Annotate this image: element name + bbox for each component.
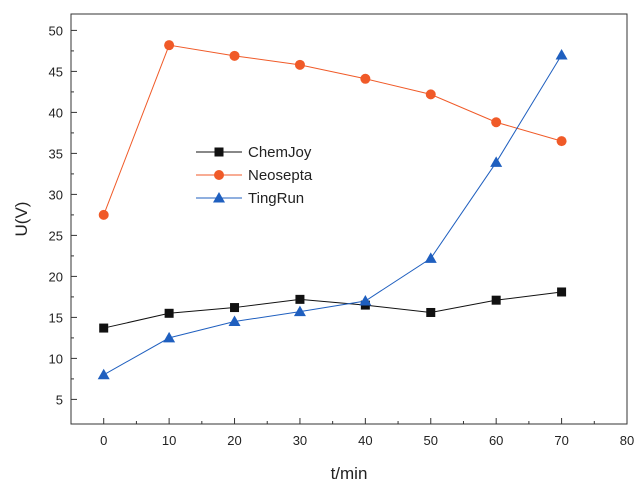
- legend-item-neosepta: Neosepta: [196, 167, 313, 184]
- y-tick-label: 40: [49, 105, 63, 120]
- x-axis-title: t/min: [331, 464, 368, 483]
- x-tick-label: 30: [293, 433, 307, 448]
- x-tick-label: 60: [489, 433, 503, 448]
- x-tick-label: 0: [100, 433, 107, 448]
- data-point: [425, 89, 436, 100]
- x-tick-label: 70: [554, 433, 568, 448]
- y-tick-label: 15: [49, 310, 63, 325]
- data-point: [426, 307, 436, 317]
- y-tick-label: 30: [49, 187, 63, 202]
- x-tick-label: 10: [162, 433, 176, 448]
- plot-frame: [70, 13, 628, 425]
- data-point: [557, 287, 567, 297]
- legend-label: Neosepta: [248, 167, 313, 184]
- y-tick-label: 10: [49, 351, 63, 366]
- data-point: [99, 323, 109, 333]
- data-point: [294, 59, 305, 70]
- series-tingrun: [97, 49, 568, 380]
- data-point: [359, 295, 372, 306]
- data-point: [163, 331, 176, 343]
- data-point: [293, 305, 306, 317]
- y-tick-label: 50: [49, 23, 63, 38]
- y-tick-label: 25: [49, 228, 63, 243]
- series-line-tingrun: [103, 54, 563, 376]
- x-tick-label: 50: [424, 433, 438, 448]
- x-tick-label: 40: [358, 433, 372, 448]
- y-tick-label: 45: [49, 64, 63, 79]
- data-point: [556, 136, 567, 147]
- data-point: [360, 73, 371, 84]
- legend-item-chemjoy: ChemJoy: [196, 144, 312, 161]
- legend: ChemJoy Neosepta TingRun: [196, 144, 313, 207]
- data-point: [164, 40, 175, 51]
- y-tick-label: 35: [49, 146, 63, 161]
- data-point: [491, 117, 502, 128]
- x-tick-label: 20: [227, 433, 241, 448]
- data-point: [97, 368, 110, 380]
- y-tick-label: 5: [56, 392, 63, 407]
- legend-label: TingRun: [248, 190, 304, 207]
- series-neosepta: [98, 40, 567, 220]
- series-line-chemjoy: [103, 291, 562, 329]
- data-point: [424, 252, 437, 263]
- series-chemjoy: [99, 287, 567, 333]
- data-point: [230, 303, 240, 313]
- legend-label: ChemJoy: [248, 144, 312, 161]
- data-point: [164, 308, 174, 318]
- legend-marker: [214, 170, 224, 180]
- data-point: [229, 50, 240, 61]
- x-axis: 0 10 20 30 40 50 60 70 80: [70, 418, 634, 448]
- y-tick-label: 20: [49, 269, 63, 284]
- data-point: [555, 49, 568, 60]
- data-point: [98, 209, 109, 220]
- y-axis: 5 10 15 20 25 30 35 40 45 50: [49, 23, 77, 407]
- y-axis-title: U(V): [12, 202, 31, 237]
- legend-item-tingrun: TingRun: [196, 190, 304, 207]
- data-point: [295, 294, 305, 304]
- data-point: [491, 295, 501, 305]
- legend-marker: [214, 147, 224, 157]
- legend-marker: [213, 192, 225, 203]
- series-line-neosepta: [103, 44, 562, 216]
- data-point: [490, 156, 503, 167]
- series-layer: [97, 40, 568, 380]
- x-tick-label: 80: [620, 433, 634, 448]
- data-point: [228, 315, 241, 326]
